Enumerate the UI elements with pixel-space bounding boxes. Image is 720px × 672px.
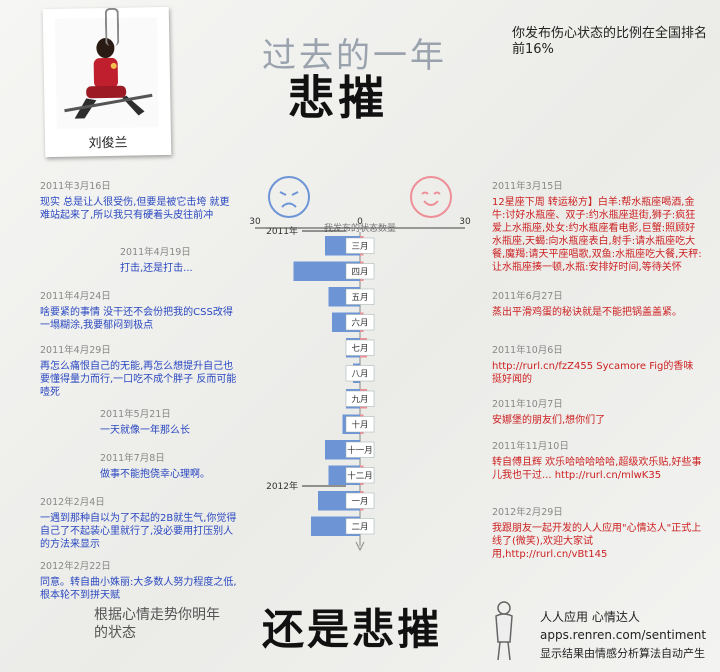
month-label-box (345, 467, 375, 484)
left-status-entry: 2012年2月22日同意。转自曲小姝丽:大多数人努力程度之低,根本轮不到拼天赋 (40, 560, 240, 602)
month-label-box (345, 263, 375, 280)
month-label-box (345, 288, 375, 305)
entry-text: 蒸出平滑鸡蛋的秘诀就是不能把锅盖盖紧。 (492, 307, 682, 318)
left-status-entry: 2011年3月16日现实 总是让人很受伤,但要是被它击垮 就更难站起来了,所以我… (40, 180, 230, 222)
bottom-title: 还是悲摧 (262, 605, 443, 654)
entry-date: 2011年4月19日 (120, 247, 191, 258)
app-url-link[interactable]: apps.renren.com/sentiment (540, 628, 707, 642)
month-label: 三月 (351, 242, 368, 252)
sentiment-bar-chart: 30 0 30我发布的状态数量三月四月五月六月七月八月九月十月十一月十二月一月二月2… (249, 217, 471, 552)
past-year-label: 过去的一年 (262, 36, 447, 76)
x-tick-label: 30 (249, 217, 261, 227)
entry-date: 2011年7月8日 (100, 453, 165, 464)
month-label: 二月 (351, 522, 368, 532)
rank-text: 你发布伤心状态的比例在全国排名前16% (512, 26, 708, 57)
right-status-entry: 2011年10月7日安娜堡的朋友们,想你们了 (492, 398, 702, 427)
right-status-entry: 2011年11月10日转自傅且辉 欢乐哈哈哈哈哈,超级欢乐贴,好些事儿我也干过.… (492, 440, 702, 482)
month-label: 四月 (351, 267, 368, 277)
entry-date: 2011年5月21日 (100, 409, 171, 420)
app-note: 显示结果由情感分析算法自动产生 (540, 647, 705, 660)
left-status-entry: 2011年7月8日做事不能抱侥幸心理啊。 (100, 452, 220, 481)
entry-date: 2011年3月16日 (40, 181, 111, 192)
entry-date: 2012年2月4日 (40, 497, 105, 508)
profile-photo (54, 17, 159, 129)
month-label-box (345, 441, 375, 458)
left-status-entry: 2011年4月24日啥要紧的事情 没干还不会份把我的CSS改得一塌糊涂,我要郁闷… (40, 290, 240, 332)
year-label: 2011年 (266, 225, 298, 237)
entry-text: 现实 总是让人很受伤,但要是被它击垮 就更难站起来了,所以我只有硬着头皮往前冲 (40, 197, 230, 221)
entry-text: 做事不能抱侥幸心理啊。 (100, 469, 210, 480)
month-label-box (345, 237, 375, 254)
entry-date: 2011年4月24日 (40, 291, 111, 302)
month-label-box (345, 339, 375, 356)
month-label: 九月 (351, 395, 368, 405)
month-label: 五月 (351, 293, 368, 303)
entry-text: 同意。转自曲小姝丽:大多数人努力程度之低,根本轮不到拼天赋 (40, 577, 237, 601)
forecast-text: 根据心情走势你明年的状态 (94, 607, 220, 641)
right-status-entry: 2011年6月27日蒸出平滑鸡蛋的秘诀就是不能把锅盖盖紧。 (492, 290, 702, 319)
year-label: 2012年 (266, 480, 298, 492)
entry-text: 转自傅且辉 欢乐哈哈哈哈哈,超级欢乐贴,好些事儿我也干过... http://r… (492, 457, 702, 481)
profile-name: 刘俊兰 (88, 135, 128, 152)
entry-text: 安娜堡的朋友们,想你们了 (492, 415, 606, 426)
axis-arrow (355, 541, 365, 552)
left-status-entry: 2012年2月4日一遇到那种自以为了不起的2B就生气,你觉得自己了不起装心里就行… (40, 496, 240, 551)
entry-date: 2011年6月27日 (492, 291, 563, 302)
month-label: 十一月 (347, 445, 373, 456)
month-label-box (345, 518, 375, 535)
month-label: 八月 (351, 369, 368, 379)
profile-polaroid: 刘俊兰 (42, 6, 172, 158)
app-name: 人人应用 心情达人 (540, 610, 640, 624)
month-label: 十二月 (347, 470, 373, 481)
right-status-entry: 2011年3月15日 12星座下周 转运秘方】白羊:帮水瓶座喝酒,金牛:讨好水瓶座… (492, 180, 702, 274)
entry-date: 2011年10月6日 (492, 345, 563, 356)
entry-date: 2012年2月22日 (40, 561, 111, 572)
entry-date: 2011年10月7日 (492, 399, 563, 410)
entry-text: 12星座下周 转运秘方】白羊:帮水瓶座喝酒,金牛:讨好水瓶座、双子:约水瓶座逛街… (492, 197, 702, 273)
negative-bar (293, 261, 360, 281)
left-status-entry: 2011年4月29日再怎么痛恨自己的无能,再怎么想提升自己也要懂得量力而行,一口… (40, 344, 240, 399)
entry-text: http://rurl.cn/fzZ455 Sycamore Fig的香味挺好闻… (492, 361, 694, 385)
month-label-box (345, 492, 375, 509)
x-tick-label: 0 (357, 217, 363, 227)
entry-text: 一遇到那种自以为了不起的2B就生气,你觉得自己了不起装心里就行了,没必要用打压别… (40, 513, 237, 550)
main-title: 悲摧 (288, 71, 388, 125)
sad-face-icon (268, 176, 310, 218)
right-status-entry: 2011年10月6日 http://rurl.cn/fzZ455 Sycamore… (492, 344, 702, 386)
entry-text: 打击,还是打击... (120, 263, 193, 274)
entry-date: 2011年4月29日 (40, 345, 111, 356)
entry-date: 2011年3月15日 (492, 181, 563, 192)
month-label: 六月 (351, 317, 368, 328)
entry-date: 2011年11月10日 (492, 441, 569, 452)
stick-figure-icon (495, 601, 513, 661)
month-label: 十月 (351, 419, 368, 430)
entry-text: 我跟朋友一起开发的人人应用"心情达人"正式上线了(微笑),欢迎大家试用,http… (492, 523, 702, 560)
month-label-box (345, 416, 375, 433)
entry-text: 再怎么痛恨自己的无能,再怎么想提升自己也要懂得量力而行,一口吃不成个胖子 反而可… (40, 361, 237, 398)
right-status-entry: 2012年2月29日我跟朋友一起开发的人人应用"心情达人"正式上线了(微笑),欢… (492, 506, 702, 561)
entry-text: 一天就像一年那么长 (100, 425, 190, 436)
entry-date: 2012年2月29日 (492, 507, 563, 518)
month-label: 七月 (351, 344, 368, 354)
paper-clip-icon (104, 7, 120, 47)
x-tick-label: 30 (459, 217, 471, 227)
left-status-entry: 2011年4月19日 打击,还是打击... (120, 246, 240, 275)
month-label-box (345, 390, 375, 407)
month-label-box (345, 314, 375, 331)
entry-text: 啥要紧的事情 没干还不会份把我的CSS改得一塌糊涂,我要郁闷到极点 (40, 307, 233, 331)
happy-face-icon (410, 176, 452, 218)
left-status-entry: 2011年5月21日一天就像一年那么长 (100, 408, 220, 437)
month-label-box (345, 365, 375, 382)
month-label: 一月 (351, 497, 368, 507)
